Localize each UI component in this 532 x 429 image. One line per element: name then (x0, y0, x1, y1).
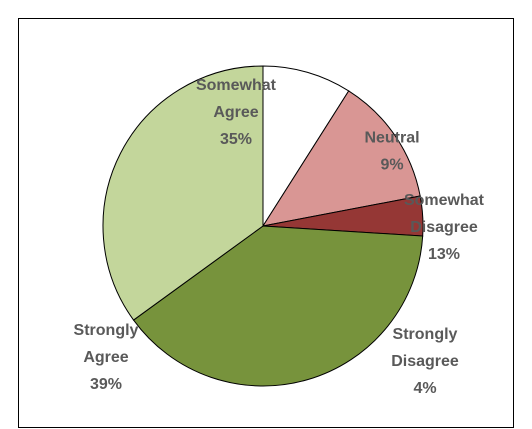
slice-label-neutral: Neutral 9% (364, 130, 419, 174)
slice-label-strongly-agree: Strongly Agree 39% (74, 322, 139, 393)
slice-label-line: Disagree (391, 353, 459, 370)
slice-label-line: 35% (220, 131, 252, 148)
slice-label-line: Somewhat (404, 192, 485, 209)
pie-slice-strongly-agree (132, 225, 424, 387)
slice-label-line: 4% (413, 380, 436, 397)
labels-layer: Neutral 9% Somewhat Disagree 13% Strongly Disa… (74, 77, 485, 397)
slice-label-line: Disagree (410, 219, 478, 236)
slice-label-line: Neutral (364, 130, 419, 147)
slice-label-somewhat-agree: Somewhat Agree 35% (196, 77, 277, 148)
slices-layer (102, 65, 424, 387)
slice-label-line: 9% (380, 157, 403, 174)
pie-slice-somewhat-disagree (261, 90, 421, 227)
slice-label-line: 39% (90, 376, 122, 393)
slice-label-line: 13% (428, 246, 460, 263)
slice-label-line: Strongly (74, 322, 139, 339)
slice-label-line: Somewhat (196, 77, 277, 94)
slice-label-strongly-disagree: Strongly Disagree 4% (391, 326, 459, 397)
slice-label-line: Strongly (393, 326, 458, 343)
slice-label-somewhat-disagree: Somewhat Disagree 13% (404, 192, 485, 263)
pie-slice-somewhat-agree (102, 65, 264, 321)
slice-label-line: Agree (83, 349, 128, 366)
slice-label-line: Agree (213, 104, 258, 121)
pie-slice-neutral (262, 65, 350, 228)
